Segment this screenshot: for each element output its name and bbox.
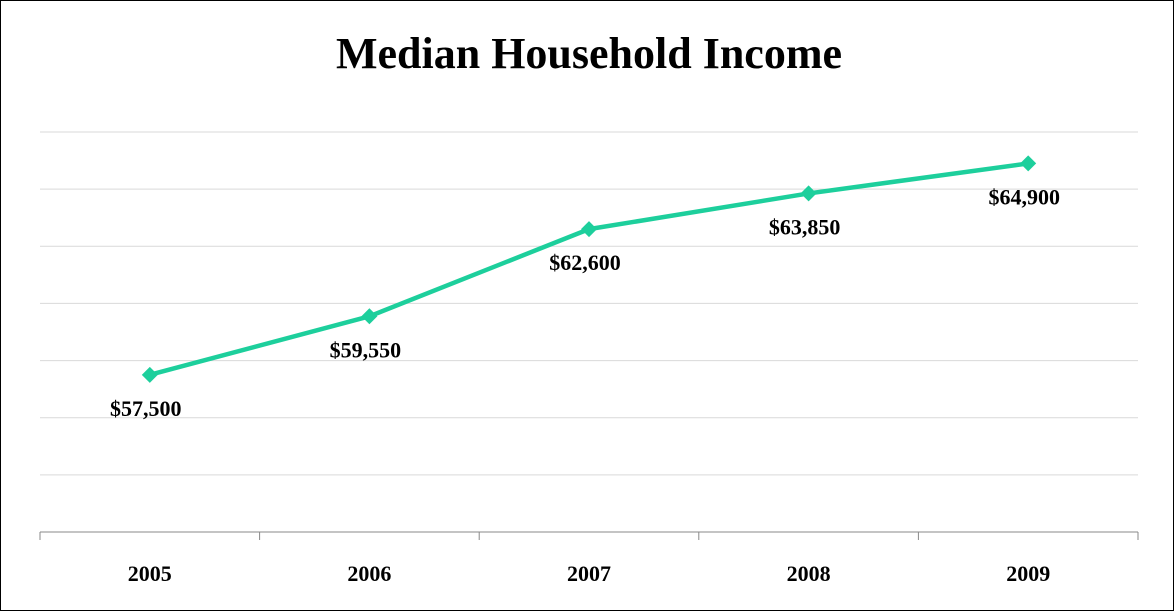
chart-title: Median Household Income [336,29,842,78]
x-tick-label: 2006 [347,561,391,586]
point-marker [141,366,158,383]
x-tick-label: 2008 [787,561,831,586]
point-marker [1020,155,1037,172]
x-tick-label: 2007 [567,561,611,586]
x-tick-label: 2005 [128,561,172,586]
data-label: $64,900 [988,184,1060,209]
data-label: $63,850 [769,214,841,239]
point-marker [581,221,597,238]
point-marker [800,185,817,202]
data-label: $57,500 [110,396,182,421]
data-label: $59,550 [330,337,402,362]
data-label: $62,600 [549,250,621,275]
point-marker [361,308,378,325]
x-tick-label: 2009 [1006,561,1050,586]
